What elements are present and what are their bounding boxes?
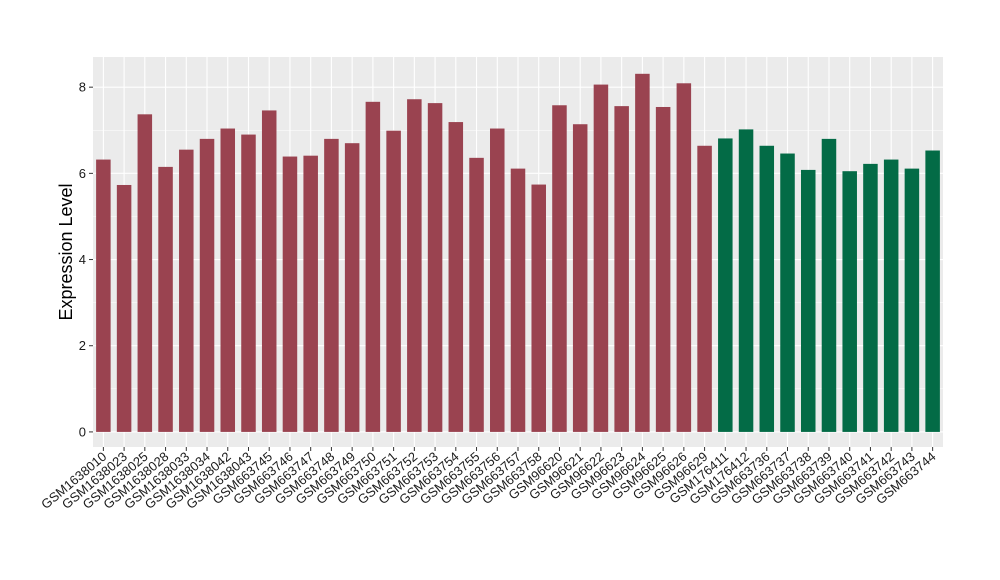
bar-GSM663738	[800, 169, 816, 432]
y-tick-label: 0	[79, 424, 86, 439]
bar-GSM176411	[718, 138, 733, 432]
y-tick-label: 2	[79, 338, 86, 353]
bar-GSM96622	[593, 84, 609, 432]
bar-GSM663742	[883, 159, 899, 432]
bar-GSM96621	[572, 124, 588, 432]
bar-GSM663749	[344, 143, 360, 432]
bar-GSM176412	[738, 129, 754, 432]
y-axis-title: Expression Level	[56, 183, 76, 320]
bar-GSM1638034	[199, 138, 215, 432]
bar-GSM1638042	[220, 128, 236, 432]
bar-GSM663752	[407, 99, 422, 432]
y-tick-label: 4	[79, 252, 86, 267]
bar-GSM663754	[448, 122, 464, 432]
bar-GSM96624	[635, 73, 650, 432]
bar-GSM1638025	[137, 114, 153, 432]
bar-GSM96625	[655, 106, 671, 432]
bar-GSM663756	[490, 128, 505, 432]
bar-GSM663746	[282, 156, 298, 432]
bar-GSM663758	[531, 184, 546, 432]
bar-GSM1638010	[96, 159, 111, 432]
bar-GSM663743	[904, 168, 920, 432]
bar-GSM96620	[552, 105, 567, 432]
y-tick-label: 6	[79, 166, 86, 181]
bar-GSM663750	[365, 101, 381, 432]
bar-GSM663736	[759, 145, 775, 432]
bar-GSM1638023	[116, 184, 132, 432]
bar-GSM663753	[427, 103, 443, 432]
bar-GSM663751	[386, 130, 401, 432]
x-axis: GSM1638010GSM1638023GSM1638025GSM1638028…	[38, 447, 939, 512]
bar-GSM663737	[780, 153, 795, 432]
bar-GSM663740	[842, 171, 857, 432]
bar-GSM663745	[261, 110, 277, 432]
bar-GSM96623	[614, 106, 629, 432]
bar-GSM663741	[863, 163, 878, 432]
bar-GSM96629	[697, 145, 712, 432]
bar-GSM1638033	[179, 149, 194, 432]
y-tick-label: 8	[79, 80, 86, 95]
bar-GSM1638028	[158, 166, 173, 432]
bar-GSM663747	[303, 155, 318, 432]
bar-GSM663744	[925, 150, 940, 432]
y-axis: 0 2 4 6 8	[79, 80, 93, 439]
bar-GSM1638043	[241, 134, 256, 432]
bar-GSM96626	[676, 83, 692, 432]
bars	[96, 73, 940, 432]
bar-GSM663748	[324, 138, 339, 432]
bar-GSM663739	[821, 138, 837, 432]
bar-GSM663757	[510, 168, 526, 432]
bar-GSM663755	[469, 157, 484, 432]
